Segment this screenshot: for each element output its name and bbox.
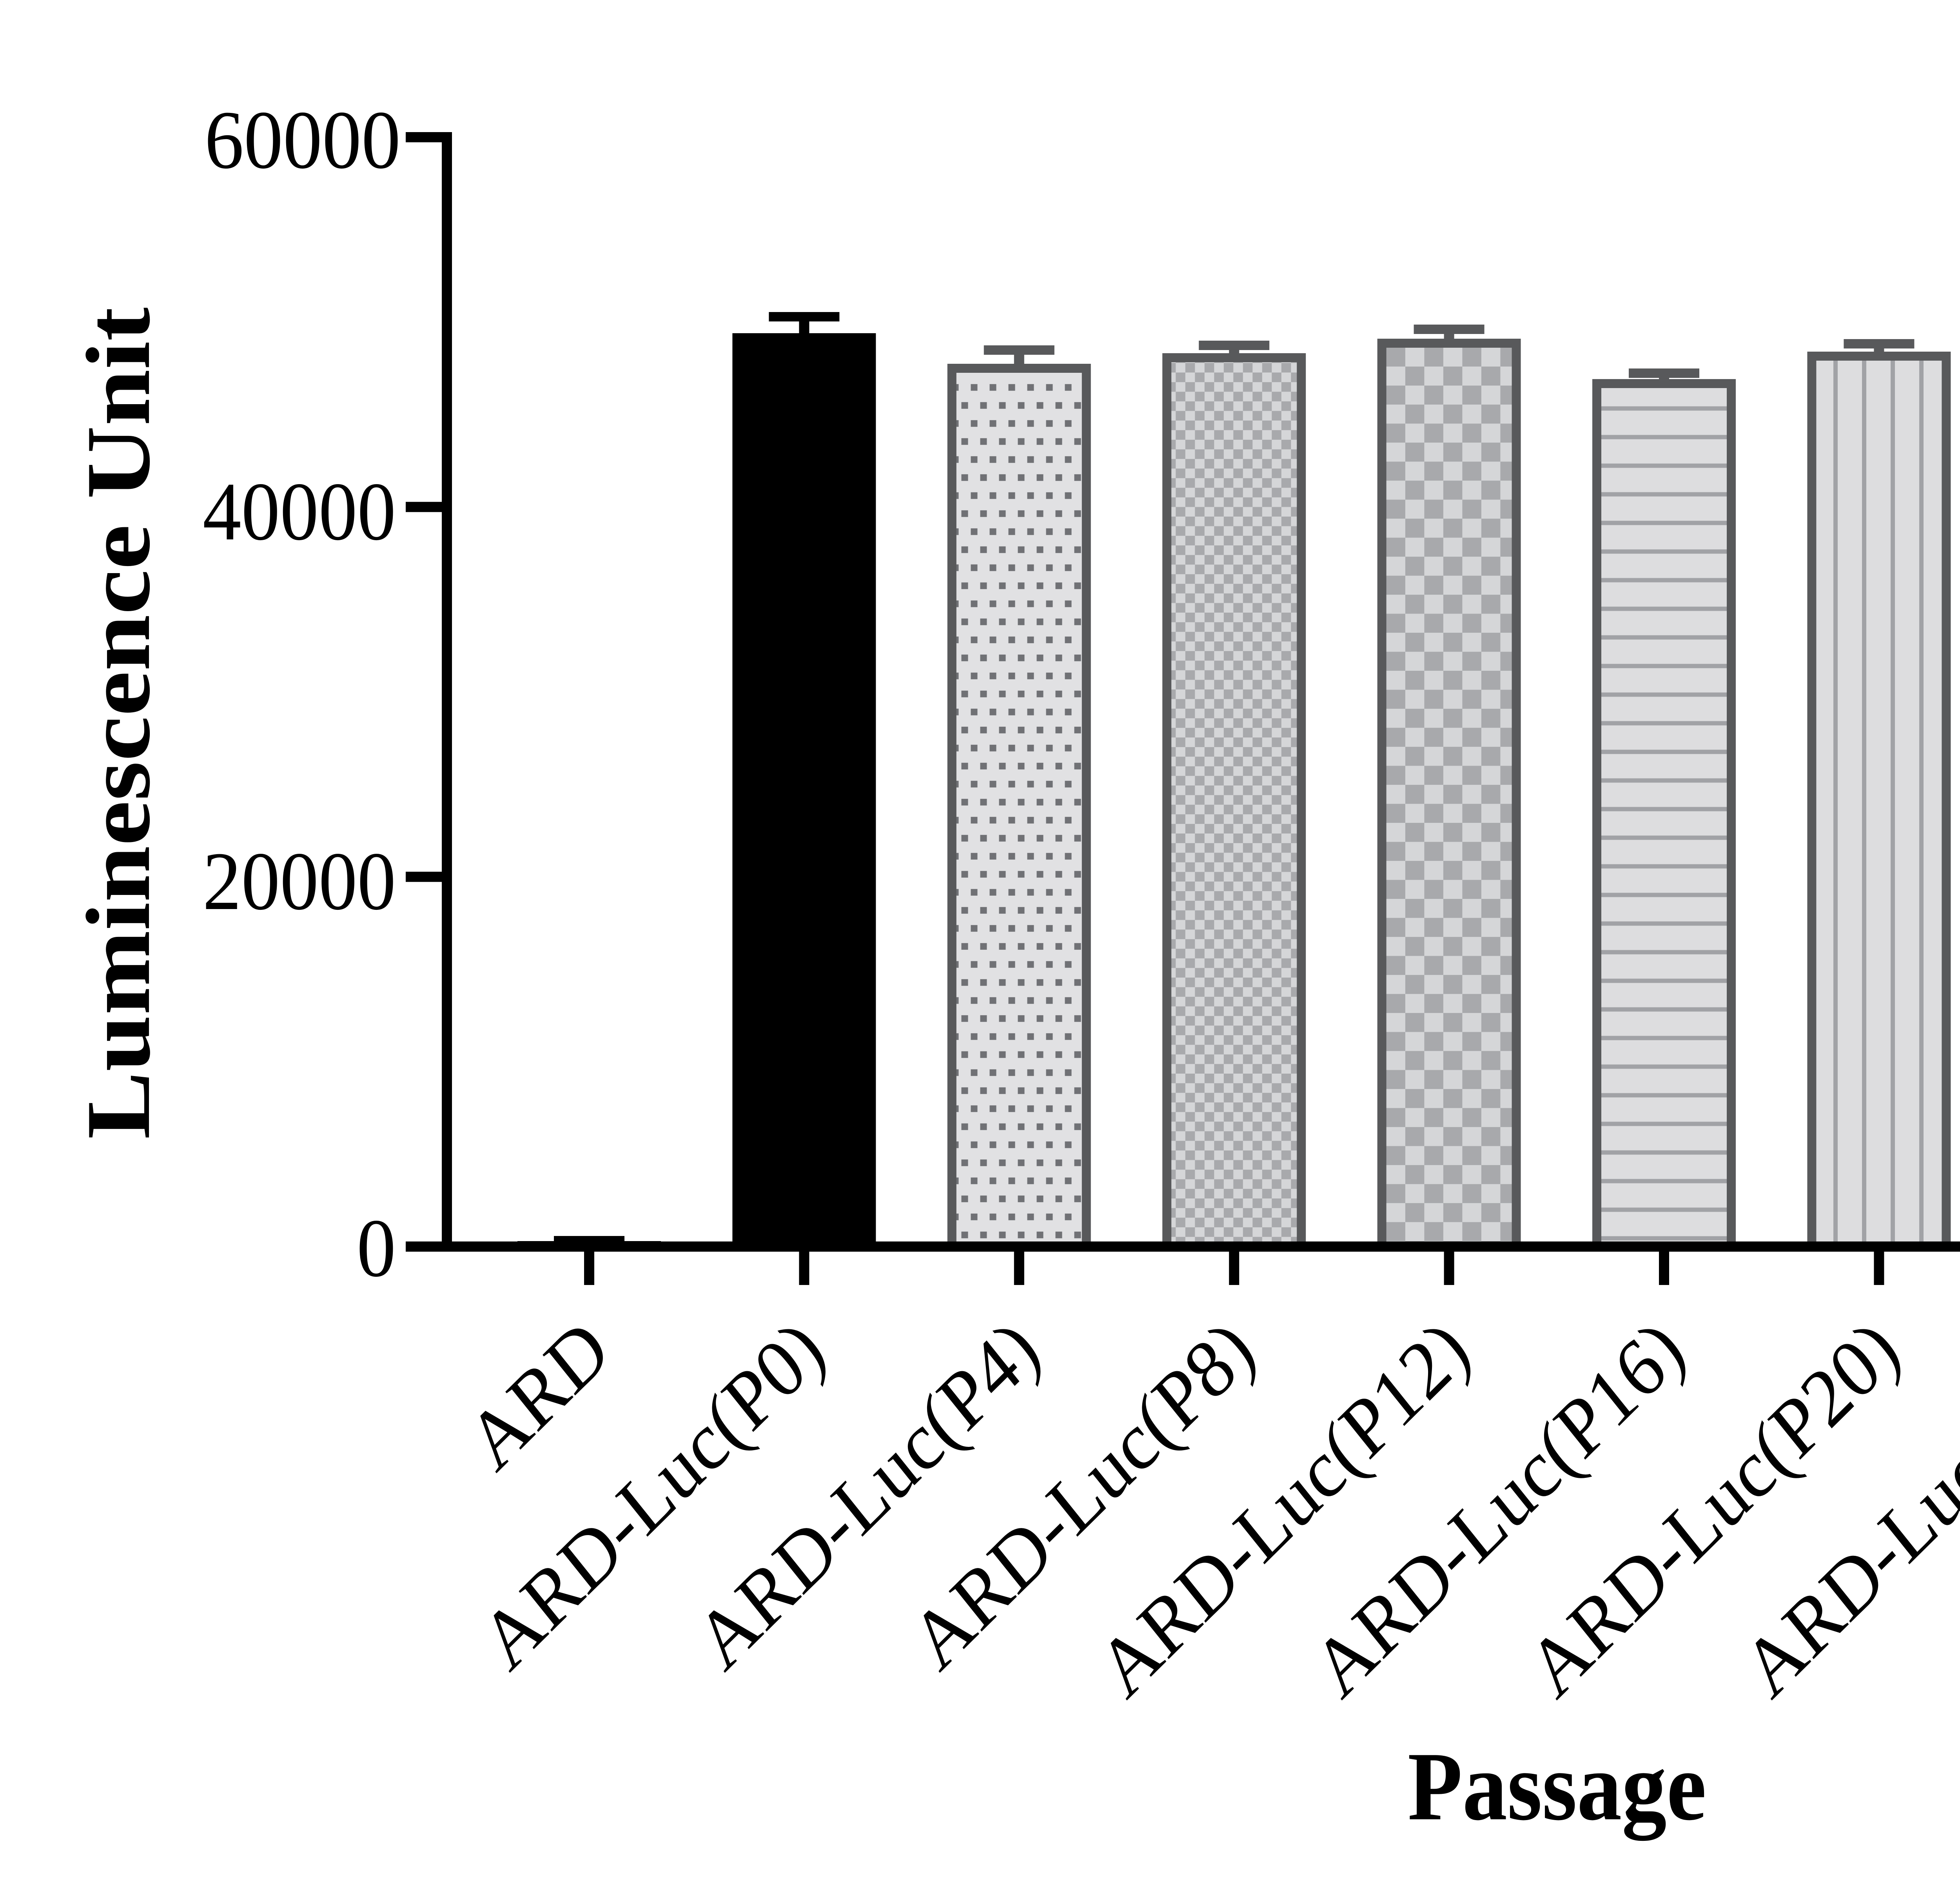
svg-text:60000: 60000 xyxy=(205,94,401,186)
svg-text:0: 0 xyxy=(357,1202,396,1294)
svg-text:20000: 20000 xyxy=(203,835,396,927)
svg-text:40000: 40000 xyxy=(203,465,396,557)
svg-text:Luminescence Unit: Luminescence Unit xyxy=(68,307,169,1139)
svg-text:Passage: Passage xyxy=(1408,1732,1706,1841)
